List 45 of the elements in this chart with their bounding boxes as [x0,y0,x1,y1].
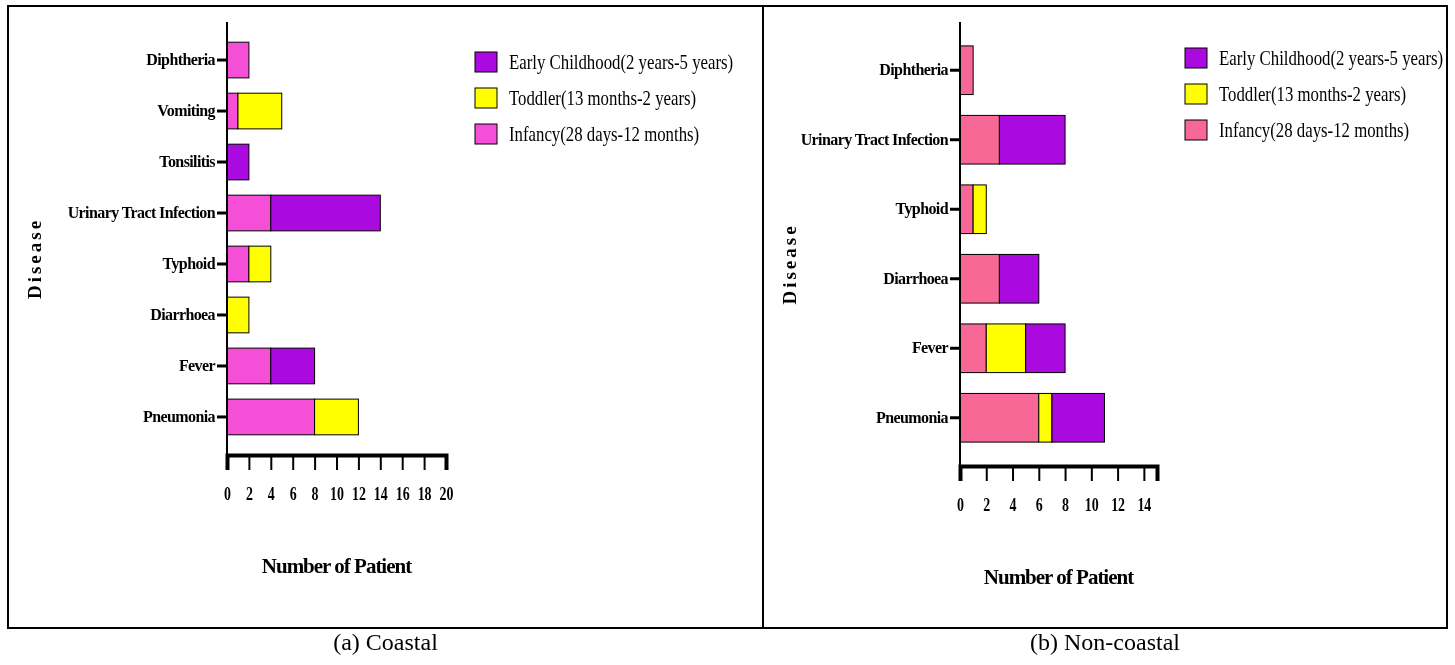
x-tick-label: 2 [983,493,991,516]
y-tick-label: Urinary Tract Infection [67,204,216,223]
x-tick-label: 10 [330,482,344,505]
x-tick-label: 0 [224,482,231,505]
legend-label: Early Childhood(2 years-5 years) [509,50,734,75]
x-tick-label: 4 [267,482,276,505]
y-tick-label: Tonsilitis [159,153,216,171]
x-tick-label: 14 [373,482,389,505]
x-tick-label: 12 [1111,493,1126,516]
y-tick-label: Pneumonia [876,408,949,426]
x-tick-label: 4 [1009,493,1017,516]
y-axis-title: Disease [779,223,800,305]
x-tick-label: 8 [311,482,319,505]
x-tick-label: 8 [1062,493,1070,516]
x-tick-label: 6 [1035,493,1043,516]
x-tick-label: 2 [245,482,253,505]
legend-label: Infancy(28 days-12 months) [509,122,700,147]
y-tick-label: Vomiting [157,102,216,121]
x-axis-title: Number of Patient [983,565,1135,589]
y-tick-label: Fever [911,339,949,357]
y-tick-label: Typhoid [162,255,216,274]
legend-label: Toddler(13 months-2 years) [1219,82,1407,107]
y-tick-label: Diphtheria [146,51,216,70]
y-axis-title: Disease [24,217,45,300]
y-tick-label: Urinary Tract Infection [800,130,949,149]
x-tick-label: 14 [1137,493,1152,516]
x-tick-label: 16 [395,482,410,505]
y-tick-label: Diarrhoea [150,306,216,324]
y-tick-label: Pneumonia [143,408,216,426]
x-tick-label: 12 [351,482,366,505]
text: (b) Non-coastal [1030,629,1181,655]
text: (a) Coastal [333,629,439,655]
legend-label: Infancy(28 days-12 months) [1219,118,1410,143]
x-tick-label: 10 [1084,493,1099,516]
x-tick-label: 18 [417,482,432,505]
y-tick-label: Typhoid [895,200,949,219]
y-tick-label: Diphtheria [879,61,949,80]
y-tick-label: Diarrhoea [883,269,949,287]
legend-label: Toddler(13 months-2 years) [509,86,697,111]
x-tick-label: 20 [439,482,454,505]
legend-label: Early Childhood(2 years-5 years) [1219,46,1444,71]
x-tick-label: 6 [289,482,297,505]
x-axis-title: Number of Patient [261,554,413,578]
x-tick-label: 0 [957,493,964,516]
y-tick-label: Fever [178,357,216,375]
